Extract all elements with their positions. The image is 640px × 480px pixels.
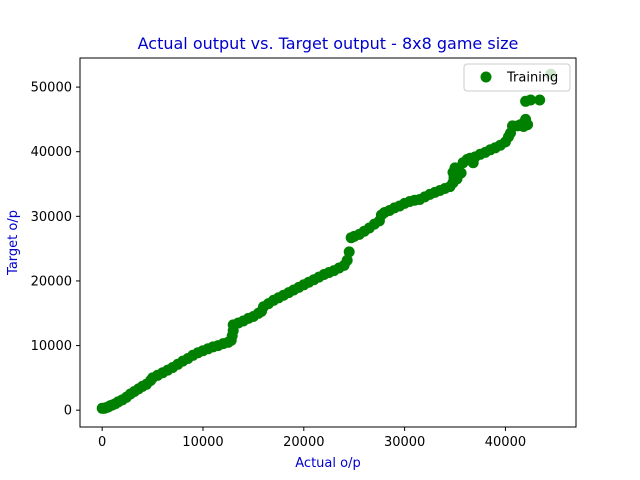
x-tick-label: 0: [98, 435, 106, 450]
y-tick-label: 10000: [31, 339, 72, 354]
y-tick-label: 50000: [31, 81, 72, 96]
data-point-0-109: [525, 94, 537, 106]
y-tick-label: 40000: [31, 145, 72, 160]
x-axis-ticks: 0 10000 20000 30000 40000: [98, 427, 526, 450]
data-point-0-60: [343, 246, 355, 258]
x-tick-label: 30000: [384, 435, 425, 450]
y-tick-label: 0: [64, 404, 72, 419]
data-point-0-107: [522, 119, 534, 131]
legend-box: [463, 63, 571, 92]
x-tick-label: 20000: [283, 435, 324, 450]
data-point-0-110: [534, 94, 546, 106]
x-axis-label: Actual o/p: [295, 456, 360, 471]
legend-marker: [480, 71, 492, 83]
y-axis-ticks: 0 10000 20000 30000 40000 50000: [31, 81, 80, 419]
data-point-0-88: [455, 167, 467, 179]
data-points: [96, 68, 557, 414]
x-tick-label: 40000: [485, 435, 526, 450]
x-tick-label: 10000: [182, 435, 223, 450]
y-tick-label: 20000: [31, 274, 72, 289]
plot-frame: [79, 57, 577, 428]
data-point-0-59: [341, 254, 353, 266]
legend-label: Training: [506, 71, 558, 86]
chart-title: Actual output vs. Target output - 8x8 ga…: [138, 34, 519, 53]
y-tick-label: 30000: [31, 210, 72, 225]
y-axis-label: Target o/p: [6, 210, 21, 276]
legend: Training: [463, 63, 571, 92]
